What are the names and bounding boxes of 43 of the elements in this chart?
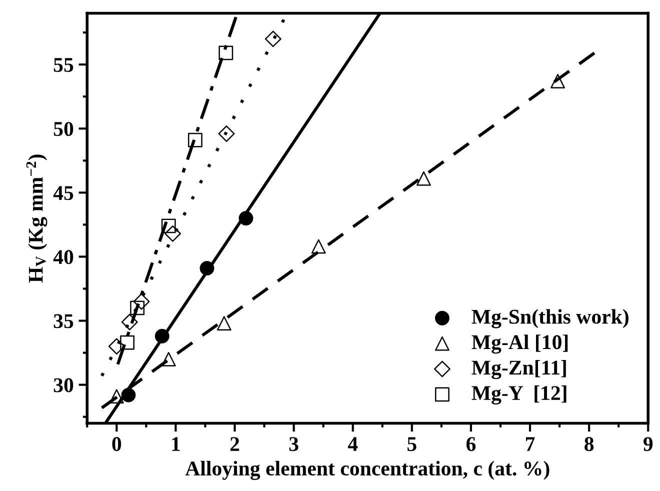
- x-axis-title: Alloying element concentration, c (at. %): [185, 460, 550, 480]
- point: [216, 316, 232, 331]
- point: [164, 225, 181, 242]
- point: [121, 314, 138, 330]
- x-tick-label: 3: [289, 437, 298, 452]
- point: [120, 335, 134, 350]
- x-tick-label: 8: [584, 437, 594, 452]
- x-tick-label: 9: [643, 437, 653, 452]
- point: [130, 300, 145, 316]
- x-tick-label: 6: [466, 437, 476, 452]
- y-axis-title: H$_{V}$ (Kg mm$^{−2}$): [26, 154, 48, 283]
- point: [121, 388, 136, 402]
- y-tick-label: 55: [54, 58, 74, 72]
- y-tick-label: 35: [54, 314, 74, 328]
- y-tick-label: 30: [54, 378, 74, 392]
- y-tick-label: 50: [54, 122, 74, 136]
- x-tick-label: 5: [408, 437, 416, 452]
- point: [161, 218, 176, 234]
- point: [161, 352, 176, 366]
- point: [154, 328, 170, 344]
- y-tick-label: 40: [53, 250, 74, 264]
- point: [218, 125, 235, 142]
- x-tick-label: 1: [172, 437, 180, 451]
- point: [218, 46, 234, 60]
- point: [264, 30, 282, 48]
- point: [550, 74, 565, 88]
- point: [188, 132, 202, 148]
- point: [109, 389, 124, 404]
- legend-label: Mg-Sn(this work): [472, 309, 628, 328]
- point: [200, 261, 214, 276]
- legend-label: Mg-Al [10]: [472, 334, 568, 354]
- legend-label: Mg-Y [12]: [472, 385, 566, 404]
- point: [416, 171, 431, 186]
- point: [108, 338, 125, 355]
- x-tick-label: 2: [230, 437, 240, 451]
- x-tick-label: 0: [112, 437, 122, 452]
- x-tick-label: 7: [526, 437, 535, 451]
- point: [133, 293, 150, 310]
- x-tick-label: 4: [348, 437, 358, 451]
- y-tick-label: 45: [53, 186, 74, 200]
- point: [311, 239, 326, 254]
- legend-label: Mg-Zn[11]: [472, 360, 566, 380]
- point: [238, 211, 254, 226]
